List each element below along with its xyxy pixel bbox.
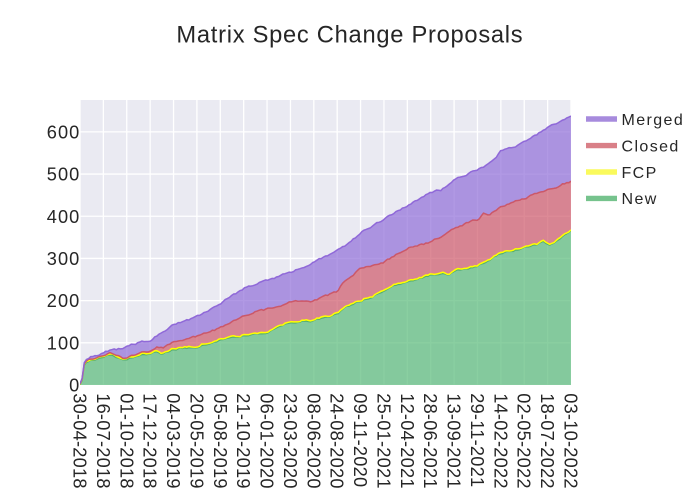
svg-text:13-09-2021: 13-09-2021 bbox=[444, 393, 464, 489]
svg-text:06-01-2020: 06-01-2020 bbox=[257, 393, 277, 489]
svg-text:14-02-2022: 14-02-2022 bbox=[490, 393, 510, 489]
svg-text:28-06-2021: 28-06-2021 bbox=[420, 393, 440, 489]
svg-text:100: 100 bbox=[47, 333, 81, 353]
svg-text:300: 300 bbox=[47, 249, 81, 269]
svg-text:25-01-2021: 25-01-2021 bbox=[373, 393, 393, 489]
svg-text:03-10-2022: 03-10-2022 bbox=[561, 393, 581, 489]
svg-text:Merged: Merged bbox=[622, 112, 685, 129]
svg-text:Matrix Spec Change Proposals: Matrix Spec Change Proposals bbox=[176, 22, 523, 48]
svg-text:02-05-2022: 02-05-2022 bbox=[514, 393, 534, 489]
svg-text:600: 600 bbox=[47, 122, 81, 142]
svg-text:200: 200 bbox=[47, 291, 81, 311]
svg-text:12-04-2021: 12-04-2021 bbox=[397, 393, 417, 489]
svg-text:FCP: FCP bbox=[622, 165, 658, 182]
svg-text:500: 500 bbox=[47, 165, 81, 185]
svg-text:New: New bbox=[622, 191, 658, 208]
svg-text:20-05-2019: 20-05-2019 bbox=[186, 393, 206, 489]
svg-text:17-12-2018: 17-12-2018 bbox=[140, 393, 160, 489]
svg-text:29-11-2021: 29-11-2021 bbox=[467, 393, 487, 487]
svg-text:01-10-2018: 01-10-2018 bbox=[116, 393, 136, 489]
svg-text:08-06-2020: 08-06-2020 bbox=[303, 393, 323, 489]
svg-text:400: 400 bbox=[47, 207, 81, 227]
svg-text:21-10-2019: 21-10-2019 bbox=[233, 393, 253, 489]
svg-text:30-04-2018: 30-04-2018 bbox=[70, 393, 90, 489]
svg-text:16-07-2018: 16-07-2018 bbox=[93, 393, 113, 489]
svg-text:09-11-2020: 09-11-2020 bbox=[350, 393, 370, 487]
svg-text:18-07-2022: 18-07-2022 bbox=[537, 393, 557, 489]
svg-text:05-08-2019: 05-08-2019 bbox=[210, 393, 230, 489]
svg-text:24-08-2020: 24-08-2020 bbox=[327, 393, 347, 489]
svg-text:0: 0 bbox=[69, 376, 80, 396]
svg-text:04-03-2019: 04-03-2019 bbox=[163, 393, 183, 489]
svg-text:Closed: Closed bbox=[622, 138, 680, 155]
svg-text:23-03-2020: 23-03-2020 bbox=[280, 393, 300, 489]
